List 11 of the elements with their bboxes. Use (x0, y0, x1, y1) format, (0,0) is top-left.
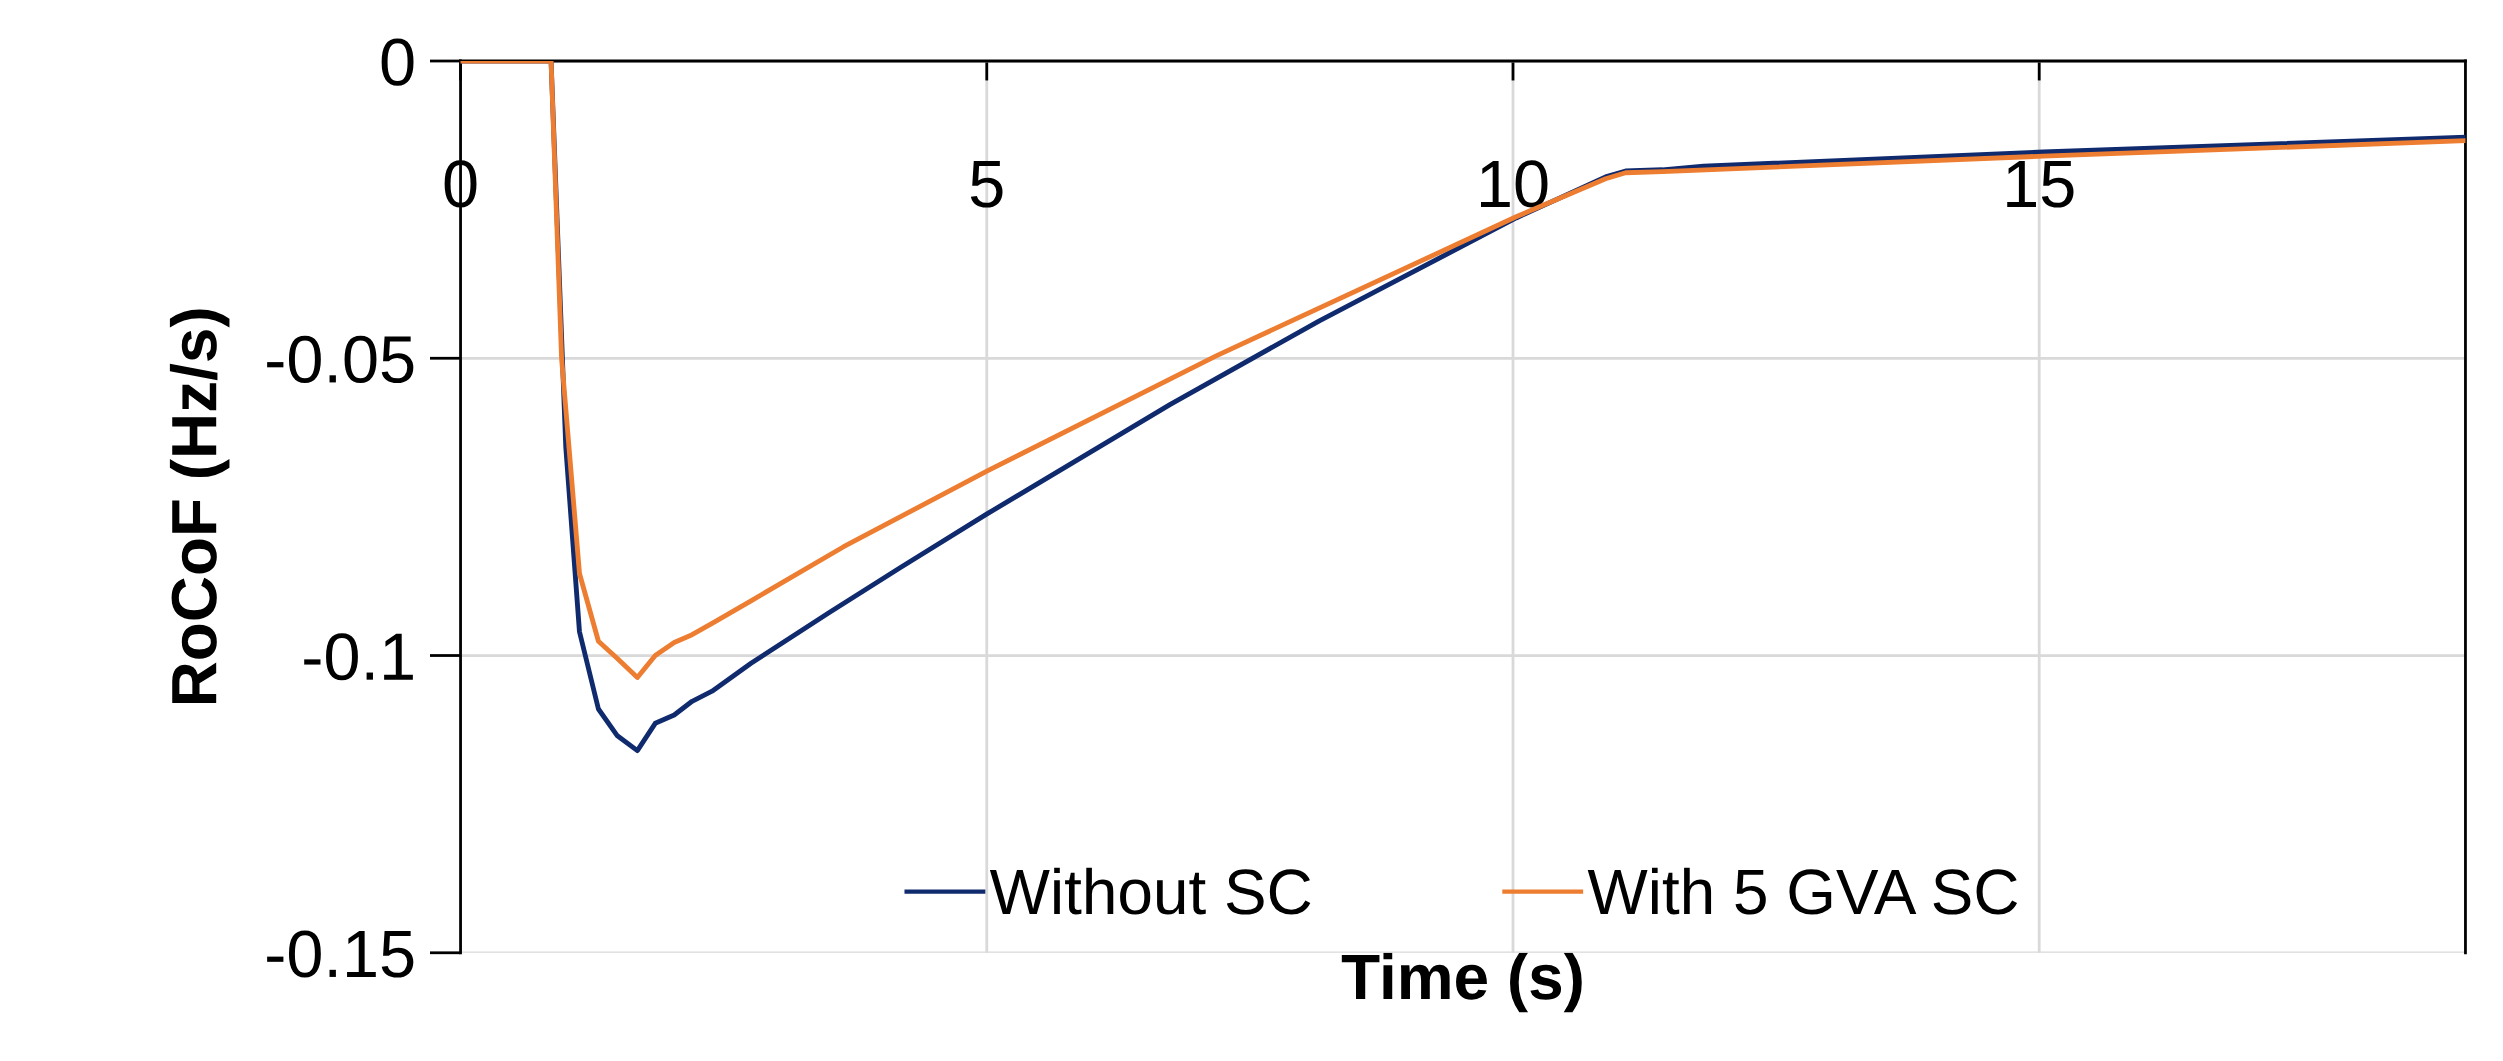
y-tick-label: -0.1 (304, 633, 413, 681)
y-tick-label: -0.05 (267, 335, 414, 384)
y-tick-label: 0 (381, 38, 414, 86)
x-tick-label: 10 (1481, 160, 1548, 208)
y-axis-title: RoCoF (Hz/s) (169, 309, 230, 704)
x-tick-label: 5 (970, 161, 1003, 208)
legend-label: With 5 GVA SC (1587, 867, 2018, 915)
y-tick-label: -0.15 (267, 930, 414, 978)
x-tick-label: 15 (2007, 161, 2074, 208)
legend-label: Without SC (989, 867, 1311, 915)
x-axis-title: Time (s) (1341, 952, 1582, 1013)
